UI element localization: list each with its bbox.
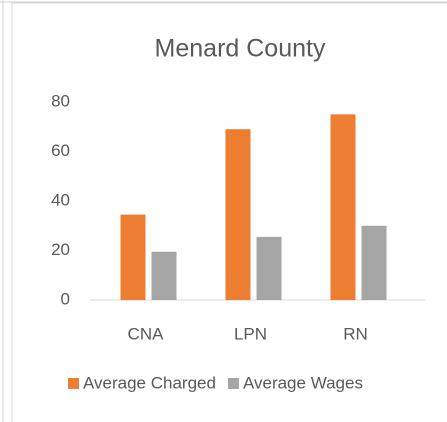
y-tick-label: 80 <box>51 91 70 110</box>
legend-swatch <box>227 378 239 389</box>
legend-swatch <box>68 378 79 389</box>
bar <box>330 114 356 300</box>
chart-title: Menard County <box>155 35 326 63</box>
legend-label: Average Wages <box>243 373 363 392</box>
y-tick-label: 0 <box>61 289 70 308</box>
bar <box>151 251 177 300</box>
legend-label: Average Charged <box>83 373 216 392</box>
bar <box>361 225 387 300</box>
bar <box>256 236 282 300</box>
x-tick-label: CNA <box>128 324 165 343</box>
y-tick-label: 20 <box>51 240 70 259</box>
x-tick-label: LPN <box>234 324 267 343</box>
y-tick-label: 40 <box>51 190 70 209</box>
bar <box>120 214 146 300</box>
y-tick-label: 60 <box>51 141 70 160</box>
x-tick-label: RN <box>343 324 368 343</box>
bar <box>225 129 251 300</box>
